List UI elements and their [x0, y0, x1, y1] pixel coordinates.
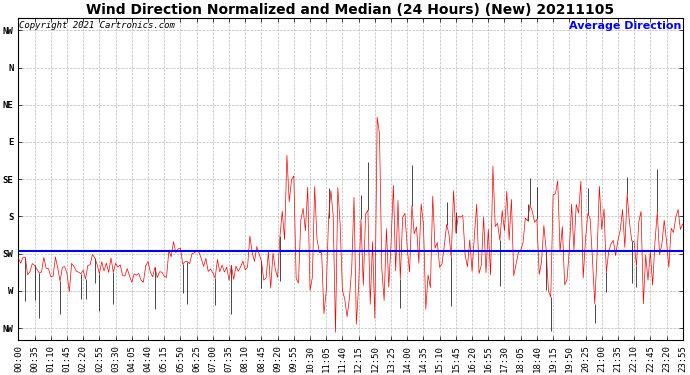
Title: Wind Direction Normalized and Median (24 Hours) (New) 20211105: Wind Direction Normalized and Median (24…	[86, 3, 615, 17]
Text: Copyright 2021 Cartronics.com: Copyright 2021 Cartronics.com	[19, 21, 175, 30]
Text: Average Direction: Average Direction	[569, 21, 682, 31]
